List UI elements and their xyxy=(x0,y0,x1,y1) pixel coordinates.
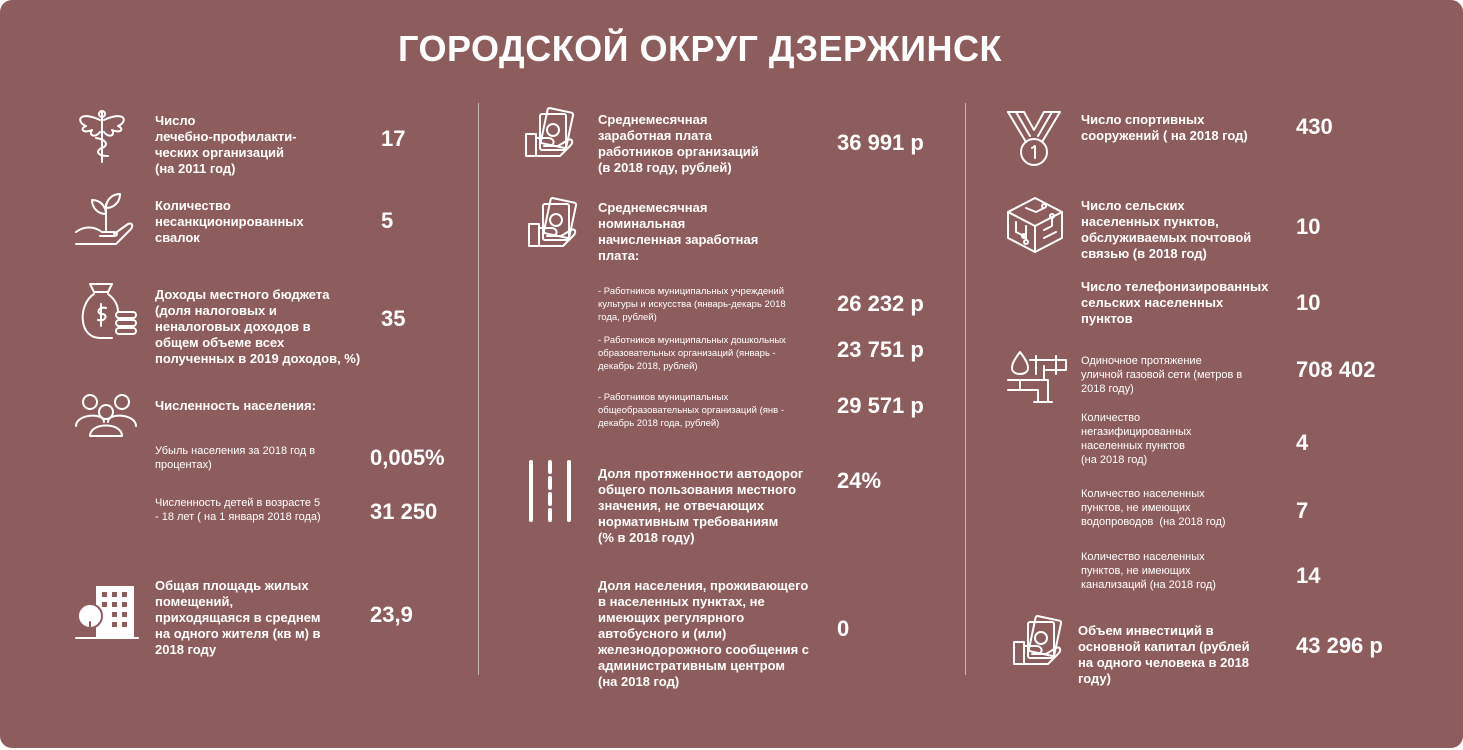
page-title: ГОРОДСКОЙ ОКРУГ ДЗЕРЖИНСК xyxy=(398,28,1002,69)
housing-value: 23,9 xyxy=(370,602,413,627)
no-water-label: Количество населенных пунктов, не имеющи… xyxy=(1081,488,1226,528)
gas-network-value: 708 402 xyxy=(1296,357,1376,382)
caduceus-icon xyxy=(79,110,125,163)
sports-value: 430 xyxy=(1296,114,1333,139)
roads-value: 24% xyxy=(837,468,882,493)
no-gas-label: Количество негазифицированных населенных… xyxy=(1081,412,1192,466)
dumps-value: 5 xyxy=(381,208,394,233)
budget-label: Доходы местного бюджета (доля налоговых … xyxy=(155,287,361,366)
telephone-label: Число телефонизированных сельских населе… xyxy=(1081,279,1269,326)
preschool-salary-value: 23 751 р xyxy=(837,337,924,362)
column-divider-1 xyxy=(478,103,479,675)
dumps-label: Количество несанкционированных свалок xyxy=(155,198,304,245)
people-icon xyxy=(75,394,137,437)
school-salary-value: 29 571 р xyxy=(837,393,924,418)
population-decline-label: Убыль населения за 2018 год в процентах) xyxy=(155,445,316,471)
no-sewer-label: Количество населенных пунктов, не имеющи… xyxy=(1081,551,1216,591)
culture-salary-value: 26 232 р xyxy=(837,291,924,316)
money-bag-icon xyxy=(81,283,137,339)
investment-label: Объем инвестиций в основной капитал (руб… xyxy=(1078,623,1250,686)
gas-network-label: Одиночное протяжение уличной газовой сет… xyxy=(1081,355,1243,395)
transport-value: 0 xyxy=(837,616,850,641)
no-water-value: 7 xyxy=(1296,498,1309,523)
population-label: Численность населения: xyxy=(155,398,316,413)
investment-value: 43 296 р xyxy=(1296,633,1383,658)
circuit-cube-icon xyxy=(1007,197,1063,253)
pipes-icon xyxy=(1007,351,1067,403)
roads-label: Доля протяженности автодорог общего поль… xyxy=(598,466,804,545)
preschool-salary-label: - Работников муниципальных дошкольных об… xyxy=(598,335,786,372)
transport-label: Доля населения, проживающего в населенны… xyxy=(598,578,809,689)
children-value: 31 250 xyxy=(370,499,438,524)
money-hand-icon-3 xyxy=(1013,615,1063,665)
rural-post-label: Число сельских населенных пунктов, обслу… xyxy=(1081,198,1252,261)
avg-salary-value: 36 991 р xyxy=(837,130,924,155)
no-gas-value: 4 xyxy=(1296,430,1309,455)
housing-label: Общая площадь жилых помещений, приходяща… xyxy=(155,578,321,657)
sports-label: Число спортивных сооружений ( на 2018 го… xyxy=(1081,112,1248,143)
money-hand-icon xyxy=(525,107,575,157)
money-hand-icon-2 xyxy=(528,197,578,247)
culture-salary-label: - Работников муниципальных учреждений ку… xyxy=(598,286,786,323)
rural-post-value: 10 xyxy=(1296,214,1321,239)
no-sewer-value: 14 xyxy=(1296,563,1321,588)
plant-hand-icon xyxy=(75,193,134,245)
medical-orgs-label: Число лечебно-профилакти- ческих организ… xyxy=(155,113,297,176)
medical-orgs-value: 17 xyxy=(381,126,406,151)
budget-value: 35 xyxy=(381,306,406,331)
building-icon xyxy=(75,586,139,639)
population-decline-value: 0,005% xyxy=(370,445,445,470)
medal-icon xyxy=(1007,111,1061,166)
children-label: Численность детей в возрасте 5 - 18 лет … xyxy=(155,497,321,523)
avg-salary-label: Среднемесячная заработная плата работник… xyxy=(598,112,759,175)
nominal-salary-label: Среднемесячная номинальная начисленная з… xyxy=(598,200,759,263)
column-divider-2 xyxy=(965,103,966,675)
telephone-value: 10 xyxy=(1296,290,1321,315)
school-salary-label: - Работников муниципальных общеобразоват… xyxy=(598,392,785,429)
road-icon xyxy=(529,460,571,522)
